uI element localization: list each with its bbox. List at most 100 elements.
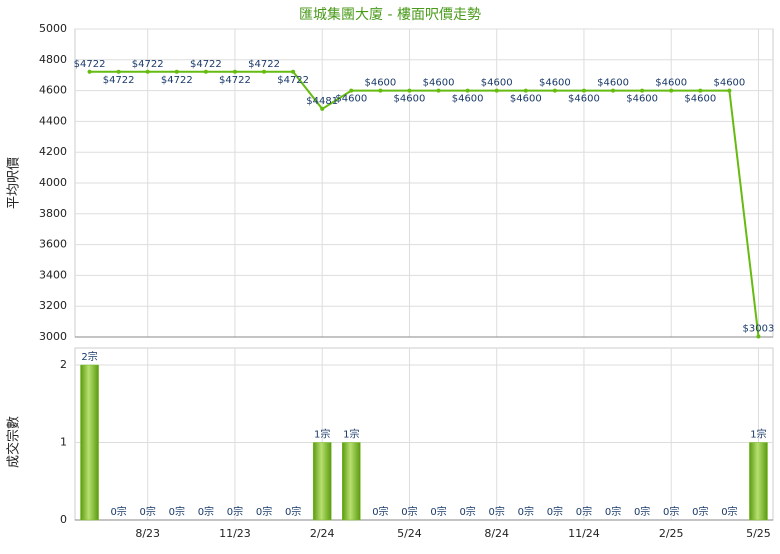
y-tick-label: 4400 [39, 114, 67, 127]
point [581, 88, 586, 93]
point [203, 69, 208, 74]
data-label: $4600 [597, 78, 629, 89]
x-tick-label: 11/23 [219, 527, 251, 540]
point [465, 88, 470, 93]
y-tick-label: 3800 [39, 207, 67, 220]
data-label: 0宗 [634, 505, 650, 518]
y-tick-label: 4200 [39, 145, 67, 158]
plot-frame [74, 347, 774, 521]
data-label: $4600 [510, 94, 542, 105]
data-label: 0宗 [605, 505, 621, 518]
data-label: 0宗 [227, 505, 243, 518]
point [407, 88, 412, 93]
y-tick-label: 3400 [39, 268, 67, 281]
data-label: $4600 [423, 78, 455, 89]
x-tick-label: 2/25 [659, 527, 684, 540]
data-label: 0宗 [140, 505, 156, 518]
x-tick-label: 2/24 [310, 527, 335, 540]
data-label: $4722 [103, 75, 135, 86]
point [174, 69, 179, 74]
bar [749, 442, 768, 521]
data-label: 0宗 [663, 505, 679, 518]
y-tick-label: 3200 [39, 299, 67, 312]
data-label: $4722 [190, 59, 222, 70]
data-label: $4600 [364, 78, 396, 89]
y-tick-label: 3600 [39, 238, 67, 251]
data-label: 0宗 [489, 505, 505, 518]
point [698, 88, 703, 93]
y-axis-label: 成交宗數 [6, 416, 22, 468]
data-label: 2宗 [81, 350, 97, 363]
data-label: 0宗 [518, 505, 534, 518]
data-label: $4600 [568, 94, 600, 105]
data-label: $4600 [655, 78, 687, 89]
point [552, 88, 557, 93]
point [640, 88, 645, 93]
data-label: $4600 [481, 78, 513, 89]
data-label: $4722 [74, 59, 106, 70]
point [116, 69, 121, 74]
data-label: 1宗 [343, 428, 359, 441]
data-label: $4722 [161, 75, 193, 86]
data-label: 0宗 [692, 505, 708, 518]
y-tick-label: 4600 [39, 84, 67, 97]
y-tick-label: 2 [60, 358, 67, 371]
data-label: $4600 [452, 94, 484, 105]
point [87, 69, 92, 74]
point [349, 88, 354, 93]
point [494, 88, 499, 93]
y-tick-label: 3000 [39, 330, 67, 343]
data-label: $4600 [713, 78, 745, 89]
data-label: 0宗 [721, 505, 737, 518]
data-label: 0宗 [285, 505, 301, 518]
point [523, 88, 528, 93]
data-label: $4722 [132, 59, 164, 70]
point [262, 69, 267, 74]
data-label: $4600 [335, 94, 367, 105]
y-tick-label: 4800 [39, 53, 67, 66]
data-label: 0宗 [169, 505, 185, 518]
data-label: $4600 [539, 78, 571, 89]
bar [342, 442, 361, 521]
data-label: $4600 [626, 94, 658, 105]
y-tick-label: 5000 [39, 22, 67, 35]
point [145, 69, 150, 74]
data-label: 0宗 [547, 505, 563, 518]
data-label: 0宗 [110, 505, 126, 518]
bar [312, 442, 332, 521]
x-tick-label: 5/25 [746, 527, 771, 540]
point [232, 69, 237, 74]
data-label: $4722 [277, 75, 309, 86]
data-label: 1宗 [314, 428, 330, 441]
point [669, 88, 674, 93]
y-tick-label: 0 [60, 513, 67, 526]
chart-title: 匯城集團大廈 - 樓面呎價走勢 [299, 6, 481, 23]
data-label: 0宗 [198, 505, 214, 518]
data-label: $4600 [394, 94, 426, 105]
data-label: $4722 [219, 75, 251, 86]
point [378, 88, 383, 93]
data-label: $3003 [743, 324, 775, 335]
x-tick-label: 11/24 [568, 527, 600, 540]
y-tick-label: 4000 [39, 176, 67, 189]
data-label: 0宗 [576, 505, 592, 518]
x-tick-label: 8/23 [135, 527, 160, 540]
line [89, 70, 760, 337]
data-label: 0宗 [430, 505, 446, 518]
y-axis-label: 平均呎價 [7, 157, 22, 209]
point [291, 69, 296, 74]
point [611, 88, 616, 93]
bar [80, 364, 99, 521]
point [756, 334, 761, 339]
data-label: 0宗 [401, 505, 417, 518]
point [727, 88, 732, 93]
data-label: $4600 [684, 94, 716, 105]
x-tick-label: 8/24 [484, 527, 509, 540]
x-tick-label: 5/24 [397, 527, 422, 540]
data-label: $4481 [306, 96, 338, 107]
point [436, 88, 441, 93]
data-label: $4722 [248, 59, 280, 70]
data-label: 1宗 [750, 428, 766, 441]
y-tick-label: 1 [60, 436, 67, 449]
